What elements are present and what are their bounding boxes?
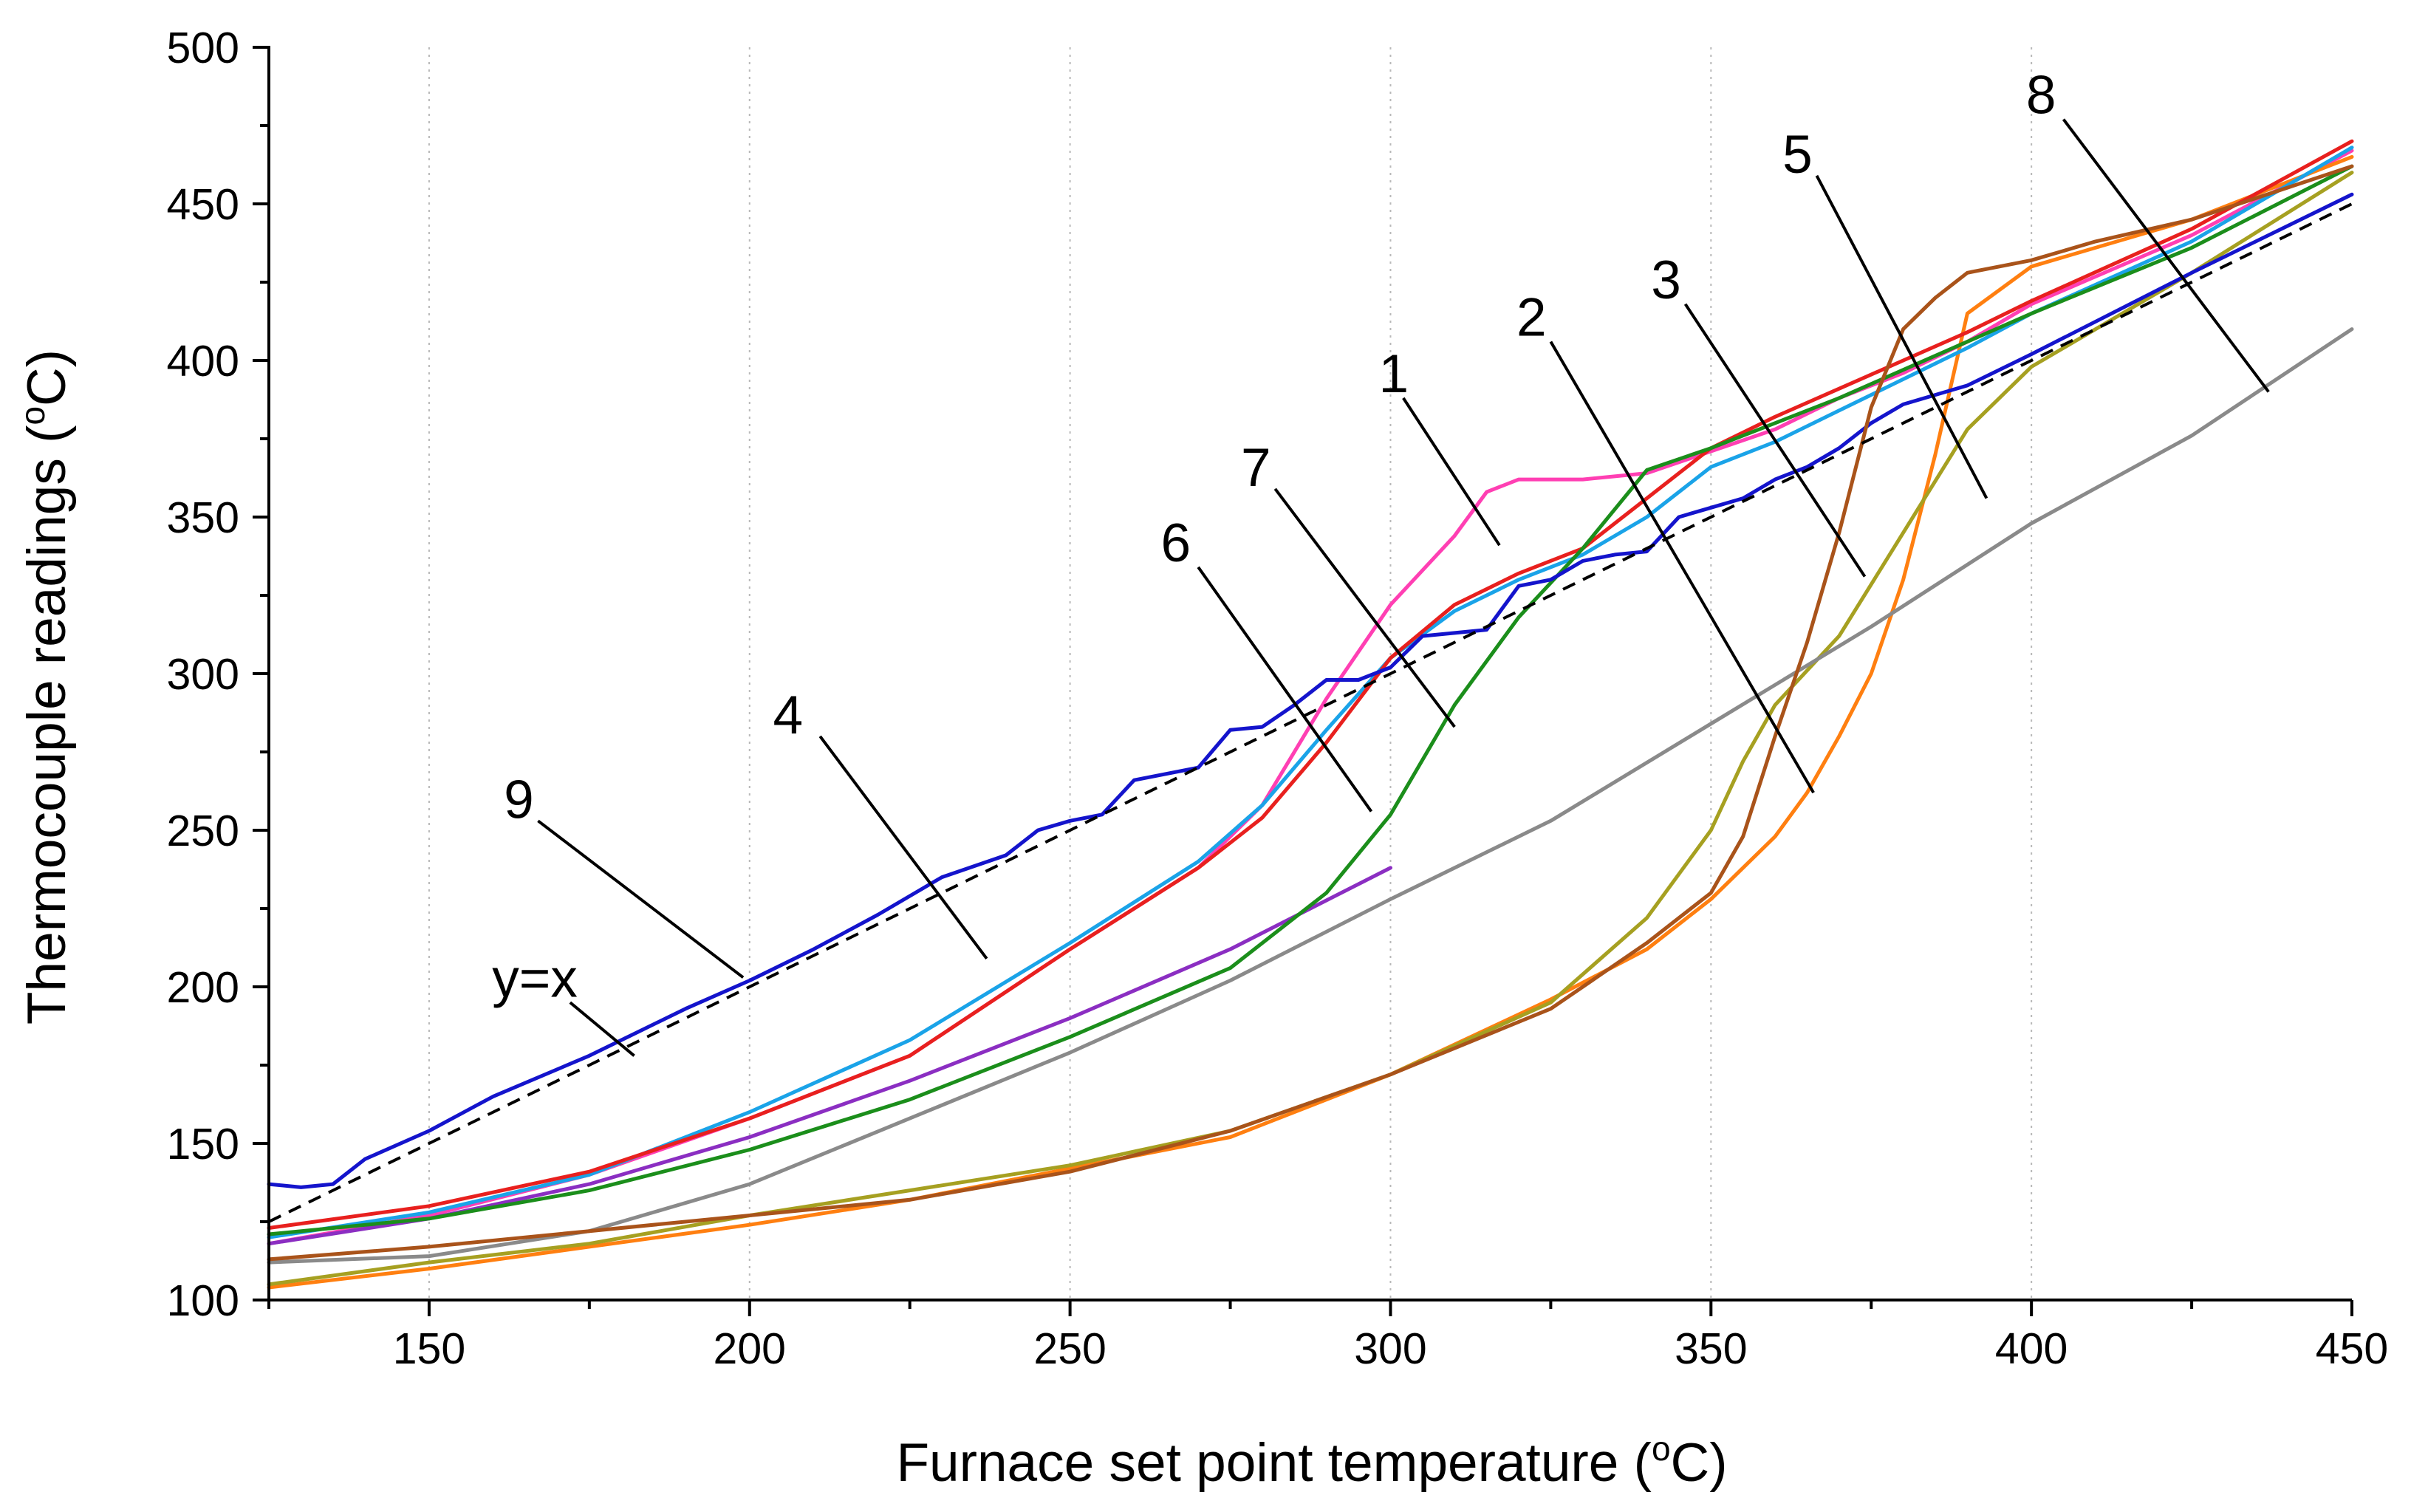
callout-label-5: 5 [1782,125,1813,185]
x-tick-label-450: 450 [2316,1324,2388,1373]
grid-lines [428,47,2033,1300]
x-tick-label-350: 350 [1675,1324,1747,1373]
callout-label-2: 2 [1516,288,1547,348]
callout-label-7: 7 [1241,438,1271,498]
y-axis-label: Thermocouple readings (oC) [13,349,77,1024]
y-tick-label-200: 200 [167,963,239,1012]
callout-label-4: 4 [773,685,804,745]
callout-label-yx: y=x [492,948,578,1008]
series-line-4 [267,146,2354,1239]
callout-label-6: 6 [1160,513,1191,573]
callout-leader-7 [1273,488,1456,728]
callout-label-3: 3 [1651,250,1681,310]
callout-leader-yx [569,1001,635,1057]
callout-leader-6 [1197,566,1373,813]
callout-leader-5 [1815,174,1988,499]
callout-leader-2 [1549,341,1815,794]
y-tick-label-250: 250 [167,807,239,855]
callout-leader-1 [1402,397,1501,547]
x-tick-label-150: 150 [393,1324,465,1373]
series-lines [267,139,2354,1290]
y-tick-label-400: 400 [167,337,239,386]
callout-leader-8 [2062,118,2270,393]
series-line-9 [267,192,2354,1189]
x-tick-label-250: 250 [1033,1324,1106,1373]
callout-leader-3 [1683,303,1867,578]
callout-label-9: 9 [504,770,534,830]
callout-label-8: 8 [2026,66,2056,126]
x-tick-label-200: 200 [714,1324,786,1373]
y-tick-label-450: 450 [167,180,239,229]
y-tick-label-350: 350 [167,493,239,542]
callout-leader-9 [537,819,745,979]
y-tick-label-150: 150 [167,1120,239,1169]
y-tick-label-300: 300 [167,650,239,699]
x-tick-label-400: 400 [1995,1324,2068,1373]
series-line-1 [267,148,2354,1246]
series-line-8 [267,327,2354,1265]
series-line-2 [267,154,2354,1290]
reference-line-group [268,202,2353,1223]
series-line-3 [267,866,1392,1246]
series-line-7 [267,164,2354,1236]
x-axis-label: Furnace set point temperature (oC) [896,1429,1727,1493]
reference-line-y-equals-x [268,202,2353,1223]
callout-leader-4 [818,735,988,960]
callout-annotations: 1 2 3 4 5 67 8 9 y=x [492,66,2270,1057]
series-line-6 [267,139,2354,1230]
y-tick-label-500: 500 [167,24,239,72]
series-line-10 [267,164,2354,1262]
x-tick-label-300: 300 [1354,1324,1426,1373]
axes: 150 200 250 300 350 400 450 100 150 200 250 300 350 4… [167,24,2389,1373]
y-tick-label-100: 100 [167,1276,239,1325]
callout-label-1: 1 [1378,344,1409,404]
